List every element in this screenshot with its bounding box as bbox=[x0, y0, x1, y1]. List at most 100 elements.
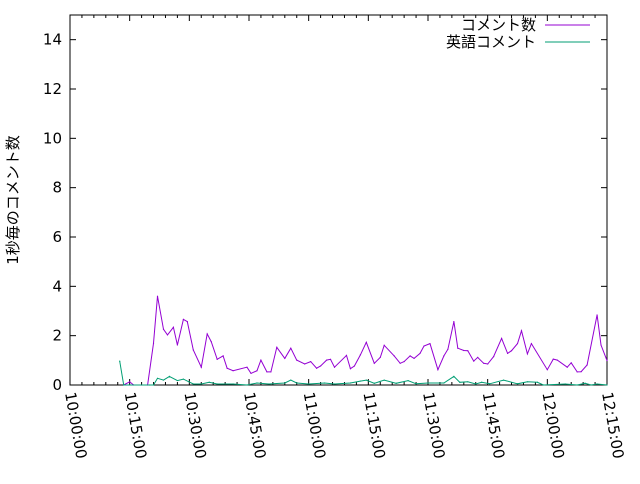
y-tick-label: 2 bbox=[52, 327, 62, 345]
data-point bbox=[345, 354, 348, 356]
series-line-comments bbox=[123, 296, 608, 386]
data-point bbox=[510, 350, 513, 352]
data-point bbox=[333, 383, 336, 385]
data-point bbox=[443, 382, 445, 384]
data-point bbox=[467, 350, 469, 352]
data-point bbox=[556, 359, 558, 361]
data-point bbox=[162, 328, 165, 330]
data-point bbox=[516, 383, 519, 385]
data-point bbox=[423, 345, 425, 347]
data-point bbox=[429, 342, 431, 345]
data-point bbox=[373, 382, 375, 384]
data-point bbox=[530, 342, 533, 345]
legend: コメント数 英語コメント bbox=[446, 16, 590, 51]
x-tick-label: 10:00:00 bbox=[61, 391, 90, 460]
legend-label-comments: コメント数 bbox=[461, 16, 536, 34]
data-point bbox=[590, 384, 592, 386]
data-point bbox=[310, 360, 312, 363]
data-point bbox=[526, 353, 529, 355]
data-point bbox=[266, 371, 268, 373]
data-point bbox=[506, 352, 509, 355]
data-point bbox=[606, 359, 608, 362]
y-axis: 0 2 4 6 8 10 12 14 bbox=[43, 31, 607, 394]
data-point bbox=[216, 383, 218, 385]
data-point bbox=[333, 366, 336, 368]
data-point bbox=[359, 380, 361, 382]
data-point bbox=[580, 371, 582, 373]
data-point bbox=[176, 344, 178, 346]
data-point bbox=[308, 383, 310, 385]
y-tick-label: 4 bbox=[52, 277, 62, 295]
x-tick-label: 11:30:00 bbox=[419, 391, 448, 460]
data-point bbox=[260, 359, 262, 361]
data-point bbox=[256, 370, 258, 372]
data-point bbox=[270, 371, 272, 373]
data-point bbox=[304, 363, 306, 365]
data-point bbox=[284, 382, 286, 384]
data-point bbox=[600, 344, 602, 346]
data-point bbox=[489, 383, 491, 385]
data-point bbox=[606, 384, 608, 386]
data-point bbox=[419, 352, 421, 355]
data-point bbox=[443, 355, 445, 357]
data-point bbox=[192, 383, 194, 385]
data-point bbox=[379, 356, 381, 358]
data-point bbox=[542, 384, 544, 386]
data-point bbox=[467, 381, 469, 383]
data-point bbox=[459, 381, 461, 383]
data-point bbox=[152, 342, 155, 344]
data-point bbox=[232, 370, 234, 372]
data-point bbox=[232, 383, 234, 385]
data-point bbox=[216, 358, 218, 360]
series-lines bbox=[119, 295, 608, 386]
data-point bbox=[493, 356, 495, 358]
y-tick-label: 10 bbox=[43, 129, 62, 147]
y-tick-label: 14 bbox=[43, 31, 62, 49]
data-point bbox=[395, 382, 397, 384]
data-point bbox=[325, 359, 328, 361]
data-point bbox=[152, 384, 155, 386]
data-point bbox=[409, 355, 411, 357]
data-point bbox=[329, 358, 332, 360]
data-point bbox=[156, 295, 159, 297]
data-point bbox=[526, 381, 529, 383]
data-point bbox=[373, 362, 375, 364]
data-point bbox=[186, 321, 188, 323]
data-point bbox=[481, 381, 483, 383]
y-tick-label: 0 bbox=[52, 376, 62, 394]
data-point bbox=[576, 384, 578, 386]
data-point bbox=[500, 337, 503, 339]
data-point bbox=[586, 364, 588, 366]
data-point bbox=[123, 384, 125, 386]
data-point bbox=[437, 369, 439, 371]
data-point bbox=[246, 384, 248, 386]
x-tick-label: 10:30:00 bbox=[180, 391, 209, 460]
data-point bbox=[473, 360, 475, 362]
data-point bbox=[520, 330, 523, 332]
data-point bbox=[156, 377, 159, 379]
data-point bbox=[383, 344, 385, 346]
x-axis: 10:00:00 10:15:00 10:30:00 10:45:00 11:00:00… bbox=[61, 15, 627, 460]
data-point bbox=[182, 378, 184, 380]
data-point bbox=[570, 362, 572, 364]
data-point bbox=[477, 356, 479, 358]
data-point bbox=[296, 382, 298, 384]
data-point bbox=[457, 347, 459, 349]
data-point bbox=[546, 369, 548, 371]
data-point bbox=[447, 348, 449, 350]
data-point bbox=[596, 383, 598, 385]
x-tick-label: 12:15:00 bbox=[598, 391, 627, 460]
x-tick-label: 11:45:00 bbox=[479, 391, 508, 460]
data-point bbox=[208, 381, 210, 383]
data-point bbox=[552, 358, 554, 360]
data-point bbox=[453, 321, 455, 323]
data-point bbox=[487, 363, 489, 365]
data-point bbox=[475, 383, 477, 385]
data-point bbox=[393, 355, 395, 357]
data-point bbox=[415, 383, 417, 385]
data-point bbox=[284, 357, 286, 359]
y-tick-label: 12 bbox=[43, 80, 62, 98]
data-point bbox=[290, 347, 292, 349]
data-point bbox=[172, 326, 175, 328]
